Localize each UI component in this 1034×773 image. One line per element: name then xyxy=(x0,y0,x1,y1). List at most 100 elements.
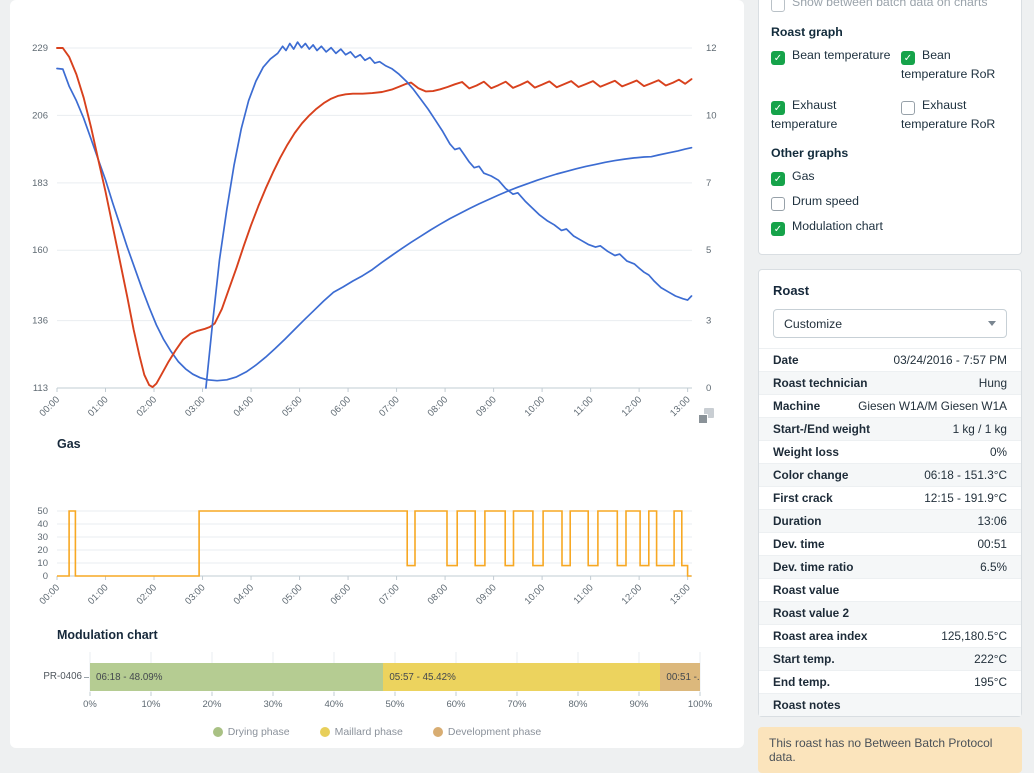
detail-label: Color change xyxy=(773,468,849,482)
bean-temperature-series xyxy=(56,67,693,382)
exhaust-temperature-series xyxy=(56,47,693,389)
right-axis-tick-label: 0 xyxy=(706,383,711,394)
x-axis-tick-label: 02:00 xyxy=(135,582,160,607)
checked-checkbox-icon: ✓ xyxy=(771,51,785,65)
roast-detail-row-date: Date 03/24/2016 - 7:57 PM xyxy=(759,348,1021,371)
checked-checkbox-icon: ✓ xyxy=(771,101,785,115)
checkbox-gas[interactable]: ✓ Gas xyxy=(771,167,1009,186)
x-axis-tick-label: 05:00 xyxy=(280,394,305,419)
development-phase-segment[interactable]: 00:51 -... xyxy=(660,663,700,691)
detail-label: First crack xyxy=(773,491,833,505)
modulation-tick-label: 100% xyxy=(688,699,713,710)
left-axis-tick-label: 160 xyxy=(32,245,48,256)
roast-detail-row-dev-time-ratio: Dev. time ratio 6.5% xyxy=(759,555,1021,578)
modulation-tick-label: 50% xyxy=(385,699,405,710)
drying-phase-segment[interactable]: 06:18 - 48.09% xyxy=(90,663,384,691)
modulation-bar[interactable]: 06:18 - 48.09% 05:57 - 45.42% 00:51 -... xyxy=(90,663,700,691)
roast-preset-value: Customize xyxy=(784,316,843,331)
compare-charts-icon[interactable] xyxy=(698,408,714,424)
modulation-legend: Drying phase Maillard phase Development ph… xyxy=(57,726,697,738)
roast-detail-row-roast-area-index: Roast area index 125,180.5°C xyxy=(759,624,1021,647)
detail-value: 6.5% xyxy=(980,560,1007,574)
detail-value: 125,180.5°C xyxy=(941,629,1007,643)
graph-options-card: ✓ Show between batch data on charts Roast… xyxy=(758,0,1022,255)
x-axis-tick-label: 04:00 xyxy=(232,582,257,607)
segment-label: 05:57 - 45.42% xyxy=(389,671,456,683)
checkbox-modulation-chart[interactable]: ✓ Modulation chart xyxy=(771,217,1009,236)
roast-graph: 229 12 206 10 183 7 160 5 136 3 113 0 00:00 01:00 02:0… xyxy=(32,41,717,419)
x-axis-tick-label: 07:00 xyxy=(377,582,402,607)
checkbox-label: Exhaust temperature RoR xyxy=(901,98,996,131)
checked-checkbox-icon: ✓ xyxy=(771,222,785,236)
bbp-notice: This roast has no Between Batch Protocol… xyxy=(758,727,1022,773)
legend-label: Development phase xyxy=(447,726,542,738)
detail-label: Start temp. xyxy=(773,652,835,666)
gas-chart-title: Gas xyxy=(57,437,81,451)
gas-series xyxy=(57,510,692,577)
x-axis-tick-label: 04:00 xyxy=(232,394,257,419)
segment-label: 00:51 -... xyxy=(666,671,700,683)
x-axis-tick-label: 10:00 xyxy=(523,582,548,607)
roast-details-card: Roast Customize Date 03/24/2016 - 7:57 PM… xyxy=(758,269,1022,717)
gas-axis-tick-label: 0 xyxy=(43,571,48,582)
x-axis-tick-label: 07:00 xyxy=(377,394,402,419)
checkbox-drum-speed[interactable]: ✓ Drum speed xyxy=(771,192,1009,211)
checkbox-bean-temperature-ror[interactable]: ✓ Bean temperature RoR xyxy=(901,46,1009,83)
right-axis-tick-label: 7 xyxy=(706,178,711,189)
roast-preset-select[interactable]: Customize xyxy=(773,309,1007,338)
checkbox-label: Modulation chart xyxy=(792,219,883,233)
roast-detail-row-roast-value-2: Roast value 2 xyxy=(759,601,1021,624)
left-axis-tick-label: 206 xyxy=(32,110,48,121)
detail-label: Roast technician xyxy=(773,376,868,390)
checkbox-bean-temperature[interactable]: ✓ Bean temperature xyxy=(771,46,901,83)
x-axis-tick-label: 10:00 xyxy=(523,394,548,419)
detail-value: 222°C xyxy=(974,652,1007,666)
detail-label: Dev. time ratio xyxy=(773,560,854,574)
legend-label: Drying phase xyxy=(227,726,290,738)
roast-detail-row-start-temp: Start temp. 222°C xyxy=(759,647,1021,670)
gas-axis-tick-label: 50 xyxy=(37,506,48,517)
legend-dot xyxy=(432,727,443,737)
legend-dot xyxy=(212,727,223,737)
x-axis-tick-label: 09:00 xyxy=(474,394,499,419)
roast-detail-row-dev-time: Dev. time 00:51 xyxy=(759,532,1021,555)
x-axis-tick-label: 11:00 xyxy=(572,582,596,606)
checkbox-label: Bean temperature RoR xyxy=(901,48,996,81)
checkbox-exhaust-temperature[interactable]: ✓ Exhaust temperature xyxy=(771,96,901,133)
left-axis-tick-label: 113 xyxy=(33,383,48,394)
detail-value: 06:18 - 151.3°C xyxy=(924,468,1007,482)
detail-label: Roast notes xyxy=(773,698,841,712)
checkbox-show-between-batch[interactable]: ✓ Show between batch data on charts xyxy=(771,0,1009,12)
detail-value: 00:51 xyxy=(977,537,1007,551)
maillard-phase-segment[interactable]: 05:57 - 45.42% xyxy=(383,663,661,691)
x-axis-tick-label: 13:00 xyxy=(668,582,693,607)
unchecked-checkbox-icon: ✓ xyxy=(771,197,785,211)
checkbox-exhaust-temperature-ror[interactable]: ✓Exhaust temperature RoR xyxy=(901,96,1009,133)
checkbox-label: Bean temperature xyxy=(792,48,891,62)
detail-label: Dev. time xyxy=(773,537,825,551)
modulation-tick-label: 10% xyxy=(141,699,161,710)
gas-axis-tick-label: 40 xyxy=(37,519,48,530)
charts-panel: 229 12 206 10 183 7 160 5 136 3 113 0 00:00 01:00 02:0… xyxy=(10,0,744,748)
segment-label: 06:18 - 48.09% xyxy=(96,671,163,683)
roast-detail-row-roast-technician: Roast technician Hung xyxy=(759,371,1021,394)
x-axis-tick-label: 08:00 xyxy=(426,394,451,419)
x-axis-tick-label: 00:00 xyxy=(38,394,63,419)
detail-value: 03/24/2016 - 7:57 PM xyxy=(893,353,1007,367)
roast-detail-row-roast-notes: Roast notes xyxy=(759,693,1021,716)
modulation-tick-label: 90% xyxy=(629,699,649,710)
gas-axis-tick-label: 20 xyxy=(37,545,48,556)
detail-label: Roast value xyxy=(773,583,840,597)
gas-axis-tick-label: 10 xyxy=(37,558,48,569)
roast-detail-table: Date 03/24/2016 - 7:57 PM Roast technician… xyxy=(759,348,1021,716)
roast-detail-row-weight-loss: Weight loss 0% xyxy=(759,440,1021,463)
x-axis-tick-label: 08:00 xyxy=(426,582,451,607)
modulation-tick-label: 30% xyxy=(263,699,283,710)
checkbox-label: Drum speed xyxy=(792,194,859,208)
roast-detail-row-start-end-weight: Start-/End weight 1 kg / 1 kg xyxy=(759,417,1021,440)
unchecked-checkbox-icon: ✓ xyxy=(901,101,915,115)
roast-card-title: Roast xyxy=(773,283,810,298)
x-axis-tick-label: 09:00 xyxy=(474,582,499,607)
